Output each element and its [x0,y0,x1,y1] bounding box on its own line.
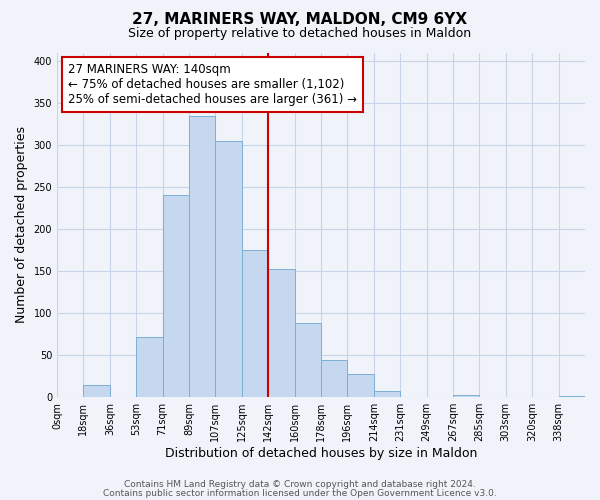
Bar [136,336,163,397]
Text: Size of property relative to detached houses in Maldon: Size of property relative to detached ho… [128,28,472,40]
Bar [295,323,321,397]
Text: 27, MARINERS WAY, MALDON, CM9 6YX: 27, MARINERS WAY, MALDON, CM9 6YX [133,12,467,28]
Text: Contains HM Land Registry data © Crown copyright and database right 2024.: Contains HM Land Registry data © Crown c… [124,480,476,489]
Bar [268,268,295,397]
Text: Contains public sector information licensed under the Open Government Licence v3: Contains public sector information licen… [103,488,497,498]
Bar [374,392,400,397]
Bar [347,374,374,397]
Bar [83,384,110,397]
X-axis label: Distribution of detached houses by size in Maldon: Distribution of detached houses by size … [165,447,477,460]
Bar [242,250,268,397]
Bar [321,360,347,397]
Bar [215,141,242,397]
Bar [559,396,585,397]
Bar [189,116,215,397]
Bar [163,196,189,397]
Y-axis label: Number of detached properties: Number of detached properties [15,126,28,324]
Text: 27 MARINERS WAY: 140sqm
← 75% of detached houses are smaller (1,102)
25% of semi: 27 MARINERS WAY: 140sqm ← 75% of detache… [68,63,356,106]
Bar [453,394,479,397]
